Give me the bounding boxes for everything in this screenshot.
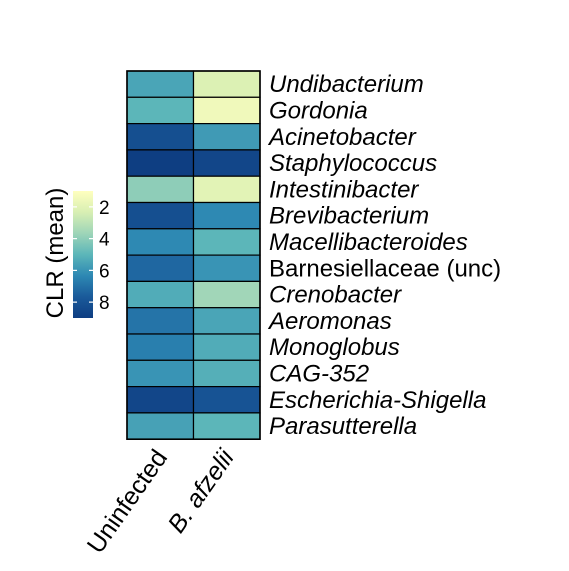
heatmap-cell	[192, 359, 261, 388]
row-label: Acinetobacter	[267, 124, 417, 151]
heatmap-cell	[126, 70, 195, 98]
row-label: Barnesiellaceae (unc)	[269, 255, 501, 282]
heatmap-cell	[192, 228, 261, 256]
colorbar-tick-label: 6	[99, 261, 110, 282]
row-label: Undibacterium	[269, 71, 424, 98]
row-label: Monoglobus	[269, 334, 400, 361]
heatmap-cell	[126, 333, 195, 361]
row-label: Parasutterella	[269, 413, 417, 440]
row-label: Escherichia-Shigella	[269, 387, 486, 414]
colorbar-tick-label: 8	[99, 293, 110, 314]
heatmap-cell	[126, 359, 195, 388]
heatmap-cell	[126, 201, 195, 230]
heatmap-cell	[126, 96, 195, 125]
heatmap-cell	[192, 254, 261, 283]
heatmap-cell	[192, 70, 261, 98]
heatmap-cell	[126, 122, 195, 151]
heatmap-cell	[192, 122, 261, 151]
heatmap-cell	[126, 386, 195, 414]
colorbar	[73, 191, 93, 318]
row-label: Aeromonas	[267, 308, 392, 335]
heatmap-cell	[192, 307, 261, 335]
heatmap-cell	[126, 149, 195, 177]
heatmap-cell	[126, 412, 195, 440]
colorbar-ticks: 2 4 6 8	[73, 198, 110, 314]
heatmap-cell	[192, 333, 261, 361]
heatmap-cell	[126, 254, 195, 283]
heatmap-cell	[192, 175, 261, 204]
row-label: Brevibacterium	[269, 203, 429, 230]
column-label: Uninfected	[82, 445, 173, 559]
colorbar-tick-label: 4	[99, 230, 110, 251]
row-label: CAG-352	[269, 360, 369, 387]
row-label: Crenobacter	[269, 282, 402, 309]
heatmap-cell	[192, 149, 261, 177]
heatmap-cell	[192, 412, 261, 440]
heatmap-cell	[126, 175, 195, 204]
heatmap-border	[126, 70, 261, 441]
heatmap-cell	[126, 307, 195, 335]
row-labels: UndibacteriumGordoniaAcinetobacterStaphy…	[267, 71, 501, 440]
heatmap-cells	[126, 70, 261, 441]
heatmap-cell	[192, 96, 261, 125]
column-label: B. afzelii	[163, 443, 241, 538]
heatmap-cell	[192, 201, 261, 230]
colorbar-legend: 2 4 6 8 CLR (mean)	[42, 188, 110, 319]
row-label: Macellibacteroides	[269, 229, 468, 256]
heatmap-cell	[192, 280, 261, 309]
heatmap-cell	[192, 386, 261, 414]
row-label: Gordonia	[269, 97, 368, 124]
heatmap-cell	[126, 280, 195, 309]
colorbar-title: CLR (mean)	[42, 188, 69, 319]
row-label: Intestinibacter	[269, 176, 419, 203]
colorbar-tick-label: 2	[99, 198, 110, 219]
heatmap-cell	[126, 228, 195, 256]
row-label: Staphylococcus	[269, 150, 437, 177]
